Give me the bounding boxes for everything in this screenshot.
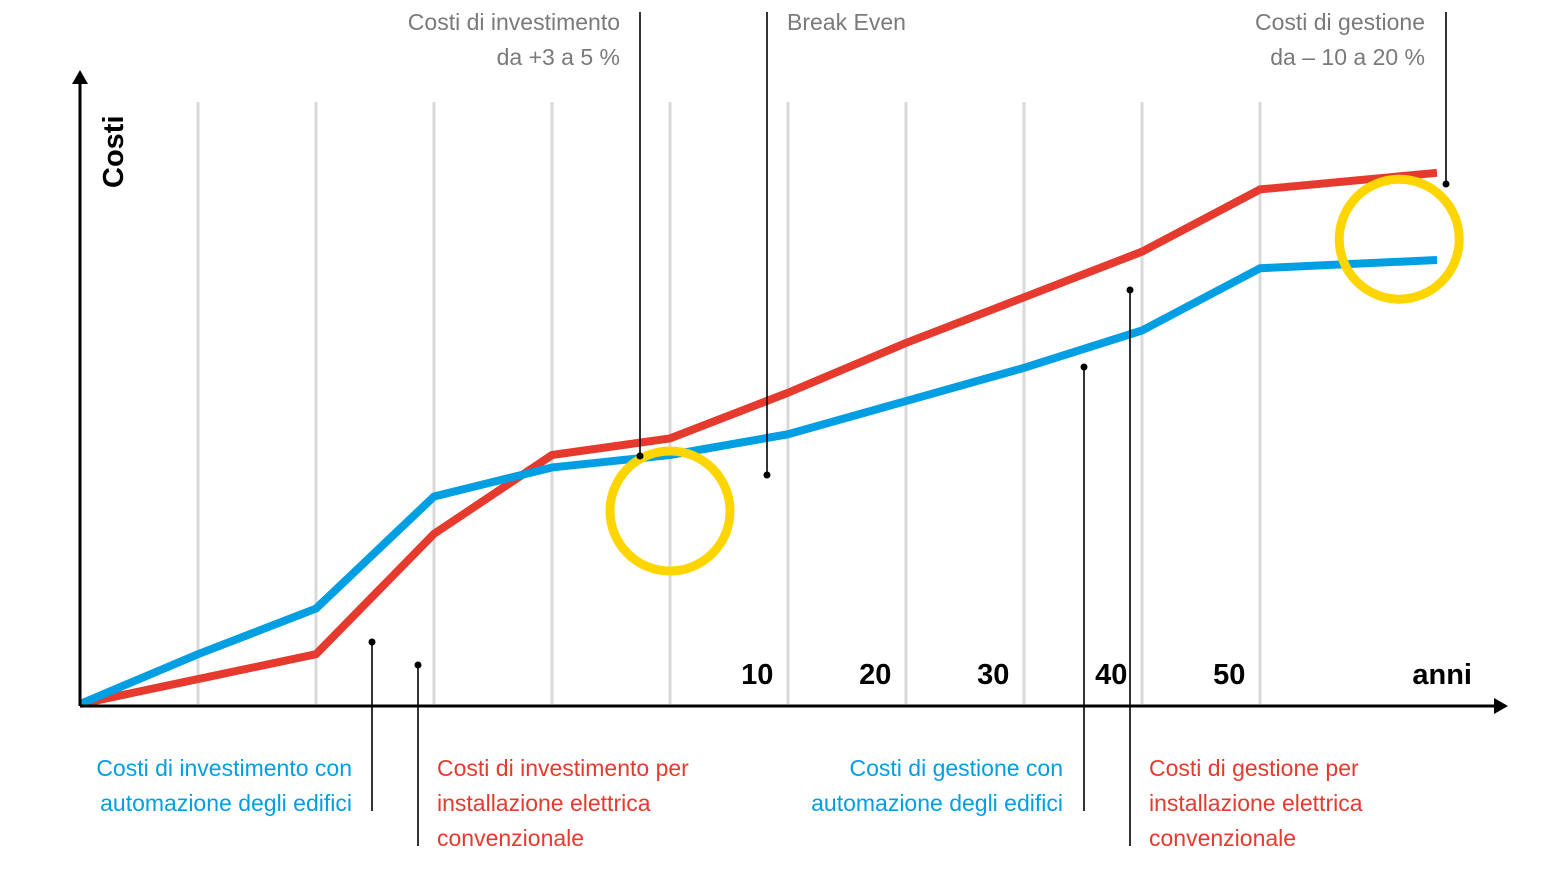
y-axis-label: Costi xyxy=(98,116,130,189)
x-tick-20: 20 xyxy=(859,659,891,691)
legend-gestione-convenzionale-dot xyxy=(1126,286,1134,294)
legend-investimento-convenzionale: Costi di investimento per installazione … xyxy=(414,661,689,851)
highlight-rings xyxy=(605,174,1464,576)
annotation-breakeven-dot xyxy=(763,471,771,479)
annotation-breakeven-line-1: Break Even xyxy=(787,9,906,35)
legend-gestione-automazione-dot xyxy=(1080,363,1088,371)
legend-investimento-automazione-dot xyxy=(368,638,376,646)
legend-gestione-convenzionale-line-1: Costi di gestione per xyxy=(1149,755,1359,781)
annotation-gestione-line-2: da – 10 a 20 % xyxy=(1270,44,1425,70)
annotation-gestione: Costi di gestione da – 10 a 20 % xyxy=(1255,9,1450,188)
break-even-highlight-ring xyxy=(605,446,735,576)
legend-gestione-automazione-line-2: automazione degli edifici xyxy=(811,790,1063,816)
annotation-investimento-line-1: Costi di investimento xyxy=(408,9,620,35)
x-axis-label: anni xyxy=(1412,659,1472,691)
series-line-convenzionale xyxy=(79,168,1438,708)
x-axis-arrow-icon xyxy=(1494,698,1508,714)
x-tick-30: 30 xyxy=(977,659,1009,691)
gestione-gap-highlight-ring xyxy=(1334,174,1464,304)
legend-gestione-convenzionale-line-3: convenzionale xyxy=(1149,825,1296,851)
legend-investimento-automazione: Costi di investimento con automazione de… xyxy=(96,638,376,816)
annotation-breakeven: Break Even xyxy=(763,9,906,479)
legend-investimento-convenzionale-line-3: convenzionale xyxy=(437,825,584,851)
x-tick-labels: 10 20 30 40 50 xyxy=(741,659,1245,691)
annotation-gestione-dot xyxy=(1442,180,1450,188)
legend-gestione-automazione-line-1: Costi di gestione con xyxy=(849,755,1063,781)
annotation-investimento: Costi di investimento da +3 a 5 % xyxy=(408,9,644,460)
annotation-investimento-line-2: da +3 a 5 % xyxy=(497,44,620,70)
series-line-automazione xyxy=(78,255,1438,708)
legend-investimento-automazione-line-1: Costi di investimento con xyxy=(96,755,352,781)
x-tick-10: 10 xyxy=(741,659,773,691)
y-axis-arrow-icon xyxy=(72,70,88,84)
grid-lines xyxy=(196,102,1262,704)
x-tick-40: 40 xyxy=(1095,659,1127,691)
legend-gestione-convenzionale: Costi di gestione per installazione elet… xyxy=(1126,286,1363,851)
legend-investimento-automazione-line-2: automazione degli edifici xyxy=(100,790,352,816)
legend-investimento-convenzionale-line-1: Costi di investimento per xyxy=(437,755,689,781)
legend-gestione-automazione: Costi di gestione con automazione degli … xyxy=(811,363,1088,816)
series-lines xyxy=(78,168,1438,708)
legend-gestione-convenzionale-line-2: installazione elettrica xyxy=(1149,790,1363,816)
legend-investimento-convenzionale-line-2: installazione elettrica xyxy=(437,790,651,816)
legend-investimento-convenzionale-dot xyxy=(414,661,422,669)
axes xyxy=(72,70,1508,714)
annotation-gestione-line-1: Costi di gestione xyxy=(1255,9,1425,35)
annotation-investimento-dot xyxy=(636,452,644,460)
x-tick-50: 50 xyxy=(1213,659,1245,691)
